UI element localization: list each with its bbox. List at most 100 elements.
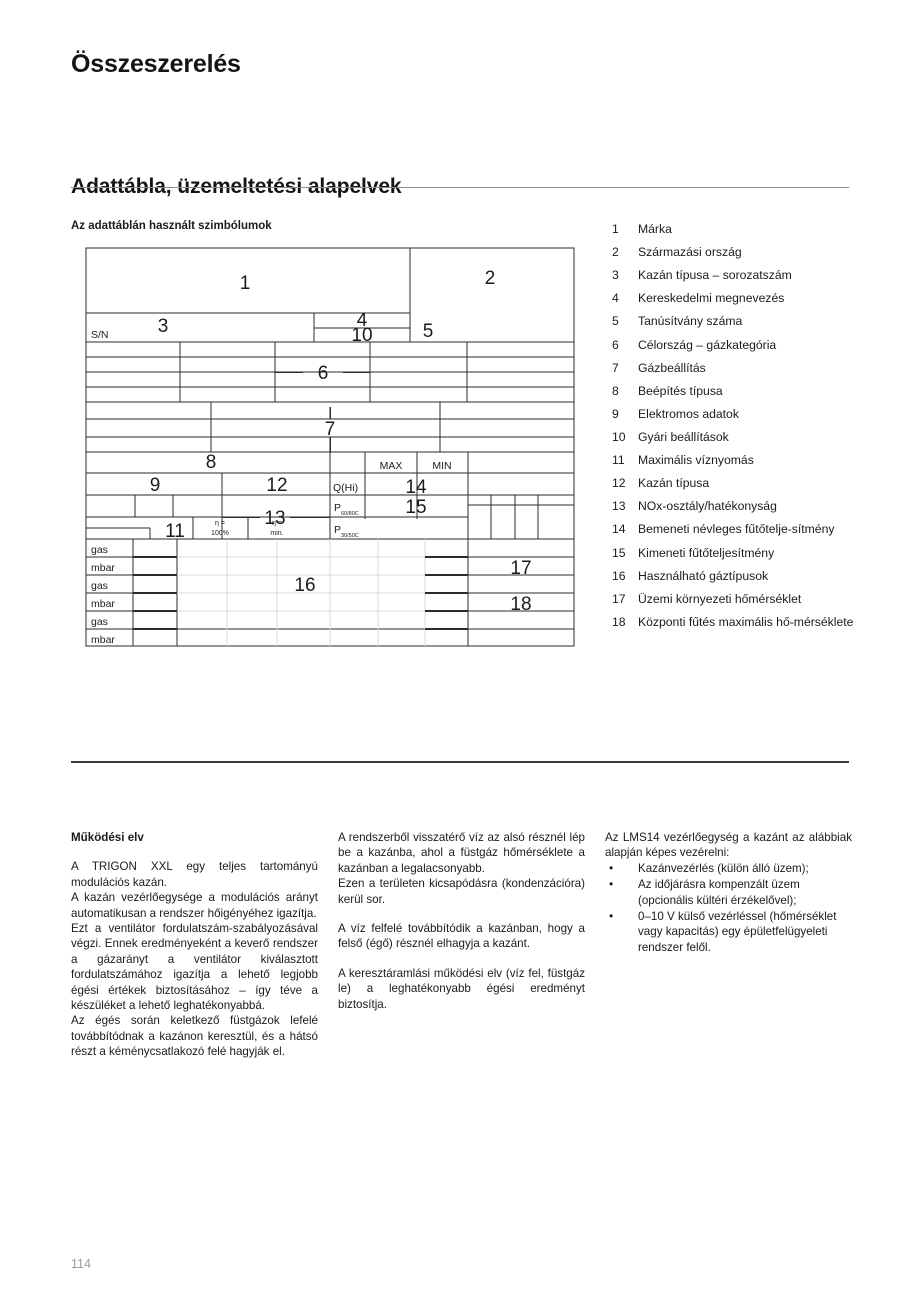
legend-item-2: 2 Származási ország xyxy=(612,245,862,261)
legend-label: Kazán típusa – sorozatszám xyxy=(638,268,792,283)
body-paragraph: Ezen a területen kicsapódásra (kondenzác… xyxy=(338,877,585,906)
legend-number: 17 xyxy=(612,591,626,606)
legend-number: 8 xyxy=(612,383,619,398)
plate-label-gas-2: gas xyxy=(91,580,108,592)
body-paragraph: A rendszerből visszatérő víz az alsó rés… xyxy=(338,831,585,875)
plate-callout-4: 4 xyxy=(357,310,368,331)
plate-label-mbar-2: mbar xyxy=(91,598,115,610)
plate-callout-6: 6 xyxy=(318,363,329,384)
legend-number: 9 xyxy=(612,406,619,421)
legend-number: 4 xyxy=(612,291,619,306)
legend-item-9: 9 Elektromos adatok xyxy=(612,407,862,423)
legend-item-12: 12 Kazán típusa xyxy=(612,476,862,492)
body-paragraph: Ezt a ventilátor fordulatszám-szabályozá… xyxy=(71,922,318,1013)
legend-number: 13 xyxy=(612,499,626,514)
plate-label-sn: S/N xyxy=(91,329,109,341)
plate-label-qhi: Q(Hi) xyxy=(333,482,358,494)
list-item: • 0–10 V külső vezérléssel (hőmérséklet … xyxy=(605,909,852,955)
bullet-icon: • xyxy=(609,877,614,892)
legend-item-10: 10 Gyári beállítások xyxy=(612,430,862,446)
legend-number: 2 xyxy=(612,245,619,260)
list-item: • Kazánvezérlés (külön álló üzem); xyxy=(605,861,852,876)
plate-callout-5: 5 xyxy=(423,321,434,342)
legend-list: 1 Márka 2 Származási ország 3 Kazán típu… xyxy=(612,222,862,638)
legend-item-4: 4 Kereskedelmi megnevezés xyxy=(612,291,862,307)
legend-number: 14 xyxy=(612,522,626,537)
body-paragraph: A keresztáramlási működési elv (víz fel,… xyxy=(338,966,585,1011)
plate-callout-3: 3 xyxy=(158,316,169,337)
legend-item-18: 18 Központi fűtés maximális hő-mérséklet… xyxy=(612,615,862,631)
plate-callout-8: 8 xyxy=(206,452,217,473)
body-paragraph: Az égés során keletkező füstgázok lefelé… xyxy=(71,1014,318,1059)
body-heading-operating-principle: Működési elv xyxy=(71,831,144,844)
plate-label-mbar-3: mbar xyxy=(91,634,115,646)
plate-callout-12: 12 xyxy=(266,475,287,496)
plate-label-gas-1: gas xyxy=(91,544,108,556)
body-column-2: A rendszerből visszatérő víz az alsó rés… xyxy=(338,830,585,1012)
plate-callout-2: 2 xyxy=(485,268,496,289)
legend-number: 7 xyxy=(612,360,619,375)
legend-label: Beépítés típusa xyxy=(638,383,723,398)
legend-number: 6 xyxy=(612,337,619,352)
legend-label: Kazán típusa xyxy=(638,476,710,491)
list-item-label: 0–10 V külső vezérléssel (hőmérséklet va… xyxy=(638,910,837,954)
legend-label: Üzemi környezeti hőmérséklet xyxy=(638,591,802,606)
body-paragraph: A TRIGON XXL egy teljes tartományú modul… xyxy=(71,860,318,889)
plate-label-eta-min-value: min. xyxy=(270,530,283,537)
legend-item-1: 1 Márka xyxy=(612,222,862,238)
list-item-label: Az időjárásra kompenzált üzem (opcionáli… xyxy=(638,878,800,907)
plate-label-eta-full-sign: η = xyxy=(215,520,225,527)
body-paragraph: A víz felfelé továbbítódik a kazánban, h… xyxy=(338,922,585,951)
plate-label-max: MAX xyxy=(380,460,403,472)
plate-callout-14: 14 xyxy=(405,477,427,498)
body-paragraph: A kazán vezérlőegysége a modulációs arán… xyxy=(71,891,318,920)
subsection-title: Az adattáblán használt szimbólumok xyxy=(71,220,272,232)
body-column-3: Az LMS14 vezérlőegység a kazánt az alább… xyxy=(605,830,852,956)
plate-callout-17: 17 xyxy=(510,558,531,579)
legend-label: Bemeneti névleges fűtőtelje-sítmény xyxy=(638,522,835,537)
legend-label: Kereskedelmi megnevezés xyxy=(638,291,785,306)
legend-item-16: 16 Használható gáztípusok xyxy=(612,569,862,585)
legend-number: 18 xyxy=(612,614,626,629)
plate-callout-10: 10 xyxy=(351,325,372,346)
legend-item-14: 14 Bemeneti névleges fűtőtelje-sítmény xyxy=(612,522,862,538)
body-paragraph-intro: Az LMS14 vezérlőegység a kazánt az alább… xyxy=(605,831,852,860)
plate-callout-7: 7 xyxy=(325,419,336,440)
legend-label: Márka xyxy=(638,222,672,236)
legend-label: Származási ország xyxy=(638,245,742,260)
plate-callout-11: 11 xyxy=(165,521,185,542)
plate-callout-1: 1 xyxy=(240,273,251,294)
legend-label: Célország – gázkategória xyxy=(638,337,777,352)
legend-number: 5 xyxy=(612,314,619,329)
legend-label: Kimeneti fűtőteljesítmény xyxy=(638,545,775,560)
page-number: 114 xyxy=(71,1257,91,1271)
plate-label-mbar-1: mbar xyxy=(91,562,115,574)
legend-item-6: 6 Célország – gázkategória xyxy=(612,338,862,354)
plate-callout-15: 15 xyxy=(405,497,426,518)
legend-number: 3 xyxy=(612,268,619,283)
list-item-label: Kazánvezérlés (külön álló üzem); xyxy=(638,861,809,875)
body-column-1: Működési elv A TRIGON XXL egy teljes tar… xyxy=(71,830,318,1060)
section-title: Adattábla, üzemeltetési alapelvek xyxy=(71,175,402,199)
plate-label-eta-min-sign: η = xyxy=(272,520,282,527)
section-divider xyxy=(71,187,849,188)
data-plate-diagram: 1 2 3 4 10 5 6 7 8 9 12 13 11 14 15 16 1… xyxy=(85,247,575,647)
content-divider xyxy=(71,761,849,763)
plate-label-eta-full-value: 100% xyxy=(211,530,229,537)
legend-item-8: 8 Beépítés típusa xyxy=(612,384,862,400)
legend-label: Használható gáztípusok xyxy=(638,568,769,583)
legend-item-17: 17 Üzemi környezeti hőmérséklet xyxy=(612,592,862,608)
plate-label-min: MIN xyxy=(432,460,451,472)
bullet-icon: • xyxy=(609,909,614,924)
plate-callout-9: 9 xyxy=(150,475,161,496)
controller-modes-list: • Kazánvezérlés (külön álló üzem); • Az … xyxy=(605,861,852,955)
legend-item-5: 5 Tanúsítvány száma xyxy=(612,314,862,330)
legend-item-15: 15 Kimeneti fűtőteljesítmény xyxy=(612,546,862,562)
legend-label: NOx-osztály/hatékonyság xyxy=(638,499,777,514)
plate-label-p-high: P xyxy=(334,502,341,514)
legend-label: Maximális víznyomás xyxy=(638,453,754,468)
legend-label: Tanúsítvány száma xyxy=(638,314,743,329)
legend-label: Központi fűtés maximális hő-mérséklete xyxy=(638,614,854,629)
plate-label-gas-3: gas xyxy=(91,616,108,628)
